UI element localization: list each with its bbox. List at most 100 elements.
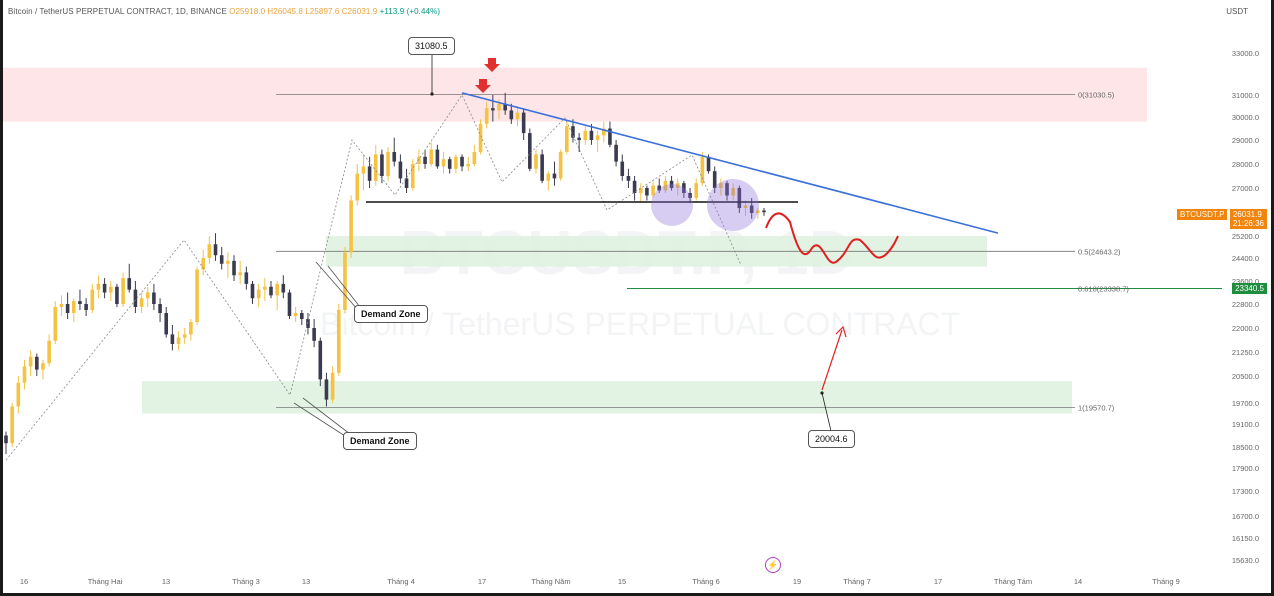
x-tick-label: 15: [618, 577, 626, 586]
y-tick-label: 29000.0: [1232, 136, 1259, 145]
candle-body: [638, 188, 643, 193]
candle-body: [244, 272, 249, 284]
candle-body: [312, 328, 316, 341]
candle-body: [53, 307, 58, 341]
chart-header: Bitcoin / TetherUS PERPETUAL CONTRACT, 1…: [8, 7, 440, 16]
candle-body: [367, 166, 372, 181]
candle-body: [682, 183, 686, 193]
down-arrow-icon: [484, 58, 500, 72]
candle-body: [121, 278, 125, 304]
zone-demand-lower: [142, 381, 1072, 414]
demand-zone-callout-lower: Demand Zone: [343, 432, 417, 450]
candle-body: [417, 156, 421, 164]
candle-body: [460, 156, 464, 167]
candle-body: [706, 156, 711, 172]
x-tick-label: Tháng Năm: [531, 577, 570, 586]
candle-body: [373, 154, 378, 181]
candle-body: [59, 304, 64, 307]
symbol-title[interactable]: Bitcoin / TetherUS PERPETUAL CONTRACT, 1…: [8, 7, 227, 16]
candle-body: [478, 123, 483, 152]
currency-label: USDT: [1226, 7, 1248, 16]
candle-body: [484, 108, 489, 124]
candle-body: [472, 152, 477, 164]
y-tick-label: 16150.0: [1232, 534, 1259, 543]
candle-body: [90, 289, 95, 310]
candle-body: [595, 135, 600, 140]
candle-body: [65, 304, 70, 313]
candle-body: [540, 154, 544, 181]
candle-body: [336, 310, 341, 373]
lightning-icon[interactable]: ⚡: [765, 557, 781, 573]
x-tick-label: 17: [934, 577, 942, 586]
y-tick-label: 21250.0: [1232, 348, 1259, 357]
candle-body: [256, 289, 261, 299]
candle-body: [219, 255, 224, 264]
candle-body: [743, 205, 748, 208]
candle-body: [16, 382, 21, 407]
candle-body: [632, 180, 637, 193]
candle-body: [651, 185, 655, 196]
bar-countdown: 21:26:36: [1232, 219, 1264, 228]
x-tick-label: 13: [162, 577, 170, 586]
y-tick-label: 20500.0: [1232, 372, 1259, 381]
y-tick-label: 22000.0: [1232, 324, 1259, 333]
candle-body: [441, 159, 446, 167]
candle-body: [614, 144, 618, 162]
projection-arrow: [821, 329, 843, 391]
y-tick-label: 25200.0: [1232, 232, 1259, 241]
candle-body: [712, 171, 717, 188]
last-price-tag: 26031.9 21:26:36: [1229, 209, 1267, 229]
candle-body: [201, 258, 206, 270]
y-tick-label: 24400.0: [1232, 254, 1259, 263]
x-tick-label: 19: [793, 577, 801, 586]
candle-body: [491, 108, 495, 111]
down-arrow-icon: [475, 79, 491, 93]
candle-body: [380, 154, 384, 176]
fib-label-3: 1(19570.7): [1078, 404, 1115, 413]
target-callout-connector: [821, 392, 832, 432]
candle-body: [287, 292, 292, 316]
candle-body: [423, 156, 427, 164]
candle-body: [725, 183, 729, 196]
x-tick-label: 16: [20, 577, 28, 586]
candle-body: [719, 183, 723, 188]
high-price-callout: 31080.5: [408, 37, 455, 55]
candle-body: [509, 110, 514, 120]
candle-body: [577, 137, 581, 140]
candle-body: [96, 283, 101, 290]
ohlc-values: O25918.0 H26045.8 L25897.6 C26031.9: [229, 7, 378, 16]
candle-body: [306, 319, 310, 328]
y-tick-label: 27000.0: [1232, 184, 1259, 193]
x-tick-label: Tháng Hai: [88, 577, 123, 586]
price-change: +113.9 (+0.44%): [379, 7, 441, 16]
candle-body: [626, 176, 631, 181]
candle-body: [521, 112, 526, 134]
projection-arrow-head: [835, 325, 847, 338]
candle-body: [269, 286, 273, 296]
candle-body: [694, 183, 699, 198]
candle-body: [663, 180, 668, 191]
candle-body: [762, 210, 766, 213]
candle-body: [133, 289, 138, 307]
x-tick-label: 17: [478, 577, 486, 586]
candle-body: [324, 379, 329, 400]
highlight-circle-1: [651, 184, 693, 226]
target-callout-dot: [820, 391, 824, 395]
candle-body: [330, 372, 335, 400]
candle-body: [318, 340, 323, 380]
y-tick-label: 30000.0: [1232, 113, 1259, 122]
candle-body: [700, 156, 705, 184]
fib-label-0: 0(31030.5): [1078, 90, 1115, 99]
candle-body: [564, 126, 569, 152]
y-tick-label: 31000.0: [1232, 91, 1259, 100]
candle-body: [601, 128, 606, 136]
candle-body: [571, 126, 575, 138]
x-tick-label: Tháng 9: [1152, 577, 1180, 586]
candle-body: [250, 283, 255, 299]
candle-body: [35, 356, 39, 370]
candle-body: [466, 164, 470, 167]
candle-body: [281, 283, 286, 293]
candle-body: [386, 152, 390, 176]
candle-body: [22, 366, 27, 383]
